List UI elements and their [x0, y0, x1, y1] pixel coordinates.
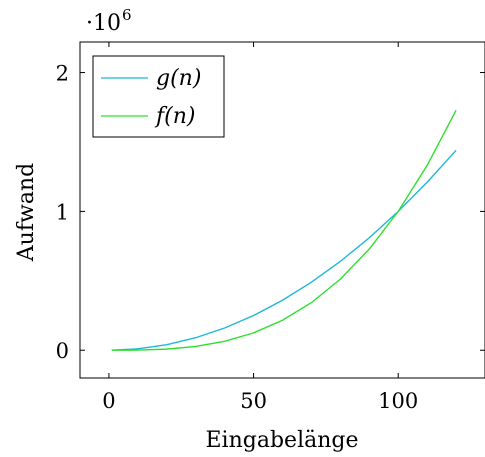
y-axis-label: Aufwand: [14, 163, 39, 262]
legend: g(n) f(n): [93, 56, 224, 137]
y-tick-label: 1: [56, 200, 69, 224]
series-line-f: [112, 110, 456, 350]
series-layer: [112, 110, 456, 350]
x-axis-label: Eingabelänge: [206, 428, 359, 453]
x-tick-label: 100: [378, 389, 418, 413]
y-multiplier: ·10 6: [86, 6, 132, 36]
y-tick-label: 0: [56, 339, 69, 363]
y-tick-label: 2: [56, 62, 69, 86]
series-line-g: [112, 150, 456, 350]
y-multiplier-exponent: 6: [122, 6, 132, 24]
x-tick-label: 0: [102, 389, 115, 413]
legend-label-f: f(n): [154, 104, 195, 129]
x-tick-label: 50: [240, 389, 267, 413]
y-multiplier-label: ·10: [86, 11, 121, 36]
legend-label-g: g(n): [156, 66, 201, 91]
